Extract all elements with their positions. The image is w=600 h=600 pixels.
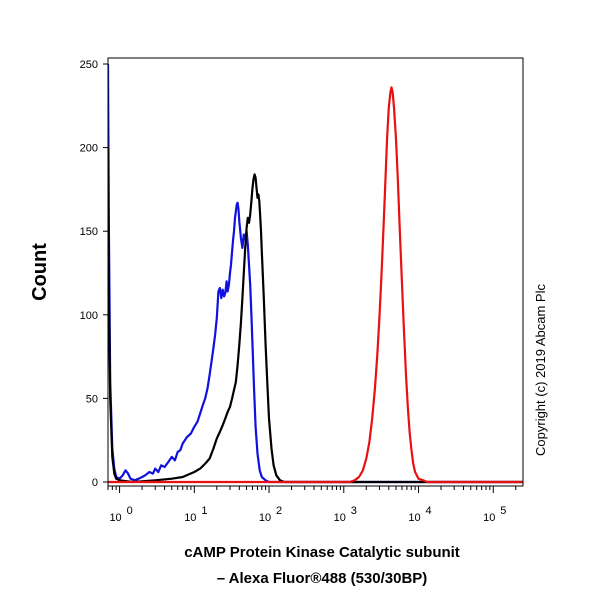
y-tick-label: 250 bbox=[80, 59, 98, 71]
x-tick-label: 10 bbox=[109, 512, 121, 524]
histogram-series-1 bbox=[108, 63, 523, 484]
x-tick-exponent: 5 bbox=[500, 505, 506, 517]
x-tick-label: 10 bbox=[334, 512, 346, 524]
y-axis-title: Count bbox=[29, 243, 51, 301]
y-axis: 0 50 100 150 200 250 bbox=[80, 59, 108, 489]
x-tick-label: 10 bbox=[483, 512, 495, 524]
x-tick-exponent: 2 bbox=[276, 505, 282, 517]
y-tick-label: 50 bbox=[86, 393, 98, 405]
plot-area bbox=[107, 57, 524, 487]
x-tick-exponent: 4 bbox=[426, 505, 432, 517]
y-tick-label: 200 bbox=[80, 143, 98, 155]
y-tick-label: 0 bbox=[92, 477, 98, 489]
x-axis: 10 0 10 1 10 2 10 3 10 4 10 5 bbox=[107, 486, 517, 524]
histogram-series-3 bbox=[108, 86, 523, 484]
x-tick-exponent: 0 bbox=[127, 505, 133, 517]
x-axis-title-line1: cAMP Protein Kinase Catalytic subunit bbox=[184, 544, 460, 561]
plot-frame bbox=[107, 57, 524, 487]
copyright-text: Copyright (c) 2019 Abcam Plc bbox=[533, 284, 548, 456]
histogram-series-2 bbox=[108, 147, 523, 484]
y-tick-label: 150 bbox=[80, 226, 98, 238]
x-tick-exponent: 1 bbox=[201, 505, 207, 517]
x-tick-exponent: 3 bbox=[351, 505, 357, 517]
y-tick-label: 100 bbox=[80, 310, 98, 322]
x-tick-label: 10 bbox=[408, 512, 420, 524]
x-tick-label: 10 bbox=[259, 512, 271, 524]
x-axis-title-line2: – Alexa Fluor®488 (530/30BP) bbox=[217, 570, 428, 587]
x-tick-label: 10 bbox=[184, 512, 196, 524]
